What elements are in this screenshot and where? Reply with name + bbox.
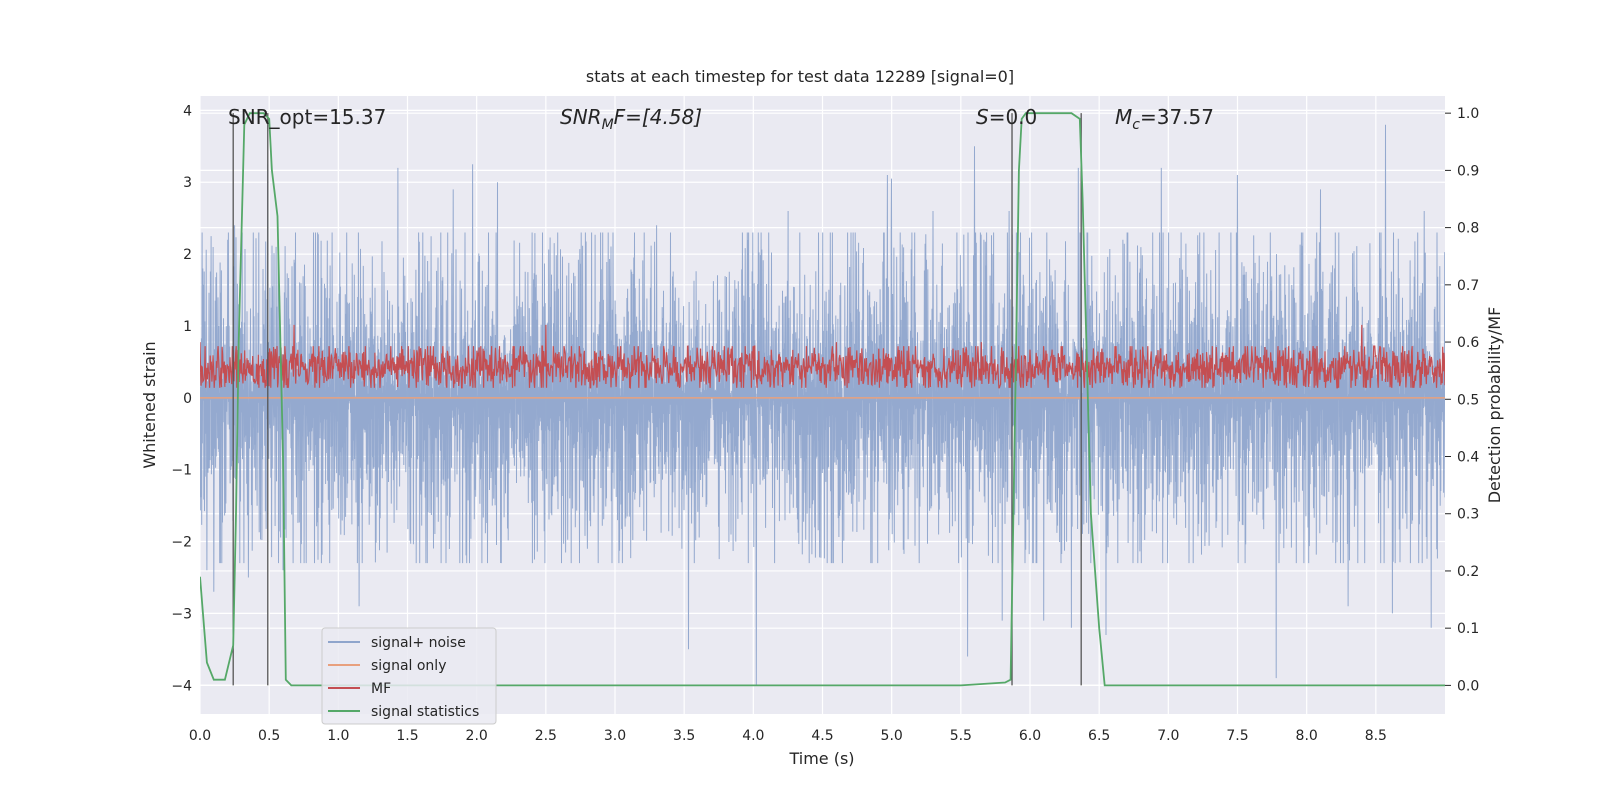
annotation-snr-opt: SNR_opt=15.37 [228, 105, 386, 129]
annotation-snr-mf: SNRMF=[4.58] [560, 105, 702, 133]
y2-tick-label: 0.0 [1457, 678, 1479, 694]
annotation-mc-value: =37.57 [1140, 105, 1214, 129]
y-axis-label: Whitened strain [140, 341, 159, 468]
annotation-snr-mf-value: F=[4.58] [614, 105, 702, 129]
annotation-mc: Mc=37.57 [1115, 105, 1214, 133]
x-tick-label: 3.5 [673, 728, 695, 744]
legend: signal+ noise signal only MF signal statist… [321, 627, 497, 725]
x-tick-label: 4.5 [811, 728, 833, 744]
annotation-s-value: =0.0 [989, 105, 1038, 129]
x-tick-label: 5.5 [950, 728, 972, 744]
legend-label: signal only [371, 658, 446, 674]
y-tick-label: −4 [171, 678, 192, 694]
y-tick-label: 2 [183, 247, 192, 263]
x-tick-label: 7.0 [1157, 728, 1179, 744]
x-tick-label: 1.5 [396, 728, 418, 744]
y-tick-label: −1 [171, 463, 192, 479]
chart-title: stats at each timestep for test data 122… [586, 67, 1014, 86]
series-mf-line [200, 324, 1445, 389]
y-tick-label: 4 [183, 103, 192, 119]
y2-tick-label: 0.4 [1457, 450, 1479, 466]
y2-tick-label: 1.0 [1457, 106, 1479, 122]
x-tick-label: 2.0 [466, 728, 488, 744]
y-tick-label: 1 [183, 319, 192, 335]
y2-tick-label: 0.7 [1457, 278, 1479, 294]
x-axis-label: Time (s) [788, 749, 854, 768]
y-axis-ticks: −4 −3 −2 −1 0 1 2 3 4 [171, 103, 192, 694]
y2-axis-label: Detection probability/MF [1485, 307, 1504, 504]
y2-tick-label: 0.9 [1457, 163, 1479, 179]
y-tick-label: 3 [183, 175, 192, 191]
y-tick-label: −2 [171, 535, 192, 551]
x-tick-label: 6.0 [1019, 728, 1041, 744]
annotation-s: S=0.0 [976, 105, 1037, 129]
legend-label: MF [371, 681, 391, 697]
series-signal-statistics-line [200, 112, 1445, 687]
x-tick-label: 3.0 [604, 728, 626, 744]
y2-tick-label: 0.2 [1457, 564, 1479, 580]
y2-tick-label: 0.6 [1457, 335, 1479, 351]
annotation-snr-mf-sub: M [602, 117, 614, 133]
legend-box [321, 627, 497, 725]
x-tick-label: 7.5 [1226, 728, 1248, 744]
annotation-mc-sub: c [1132, 117, 1140, 133]
y2-tick-label: 0.3 [1457, 507, 1479, 523]
annotation-snr-mf-label: SNR [560, 105, 602, 129]
x-tick-label: 1.0 [327, 728, 349, 744]
x-tick-label: 6.5 [1088, 728, 1110, 744]
x-tick-label: 5.0 [881, 728, 903, 744]
x-tick-label: 4.0 [742, 728, 764, 744]
event-markers [232, 113, 1082, 686]
y2-axis-ticks: 0.0 0.1 0.2 0.3 0.4 0.5 0.6 0.7 0.8 0.9 1.0 [1445, 106, 1479, 694]
x-tick-label: 2.5 [535, 728, 557, 744]
x-tick-label: 8.5 [1365, 728, 1387, 744]
y2-tick-label: 0.8 [1457, 221, 1479, 237]
x-tick-label: 0.0 [189, 728, 211, 744]
y-tick-label: −3 [171, 606, 192, 622]
x-axis-ticks: 0.0 0.5 1.0 1.5 2.0 2.5 3.0 3.5 4.0 4.5 5.0 5.5 6.0 6… [189, 728, 1387, 744]
y2-tick-label: 0.5 [1457, 392, 1479, 408]
annotation-s-label: S [976, 105, 989, 129]
series-signal-noise-line [200, 124, 1445, 686]
x-tick-label: 0.5 [258, 728, 280, 744]
x-tick-label: 8.0 [1296, 728, 1318, 744]
y-tick-label: 0 [183, 391, 192, 407]
annotation-mc-label: M [1115, 105, 1132, 129]
legend-label: signal+ noise [371, 635, 466, 651]
legend-label: signal statistics [371, 704, 479, 720]
y2-tick-label: 0.1 [1457, 621, 1479, 637]
